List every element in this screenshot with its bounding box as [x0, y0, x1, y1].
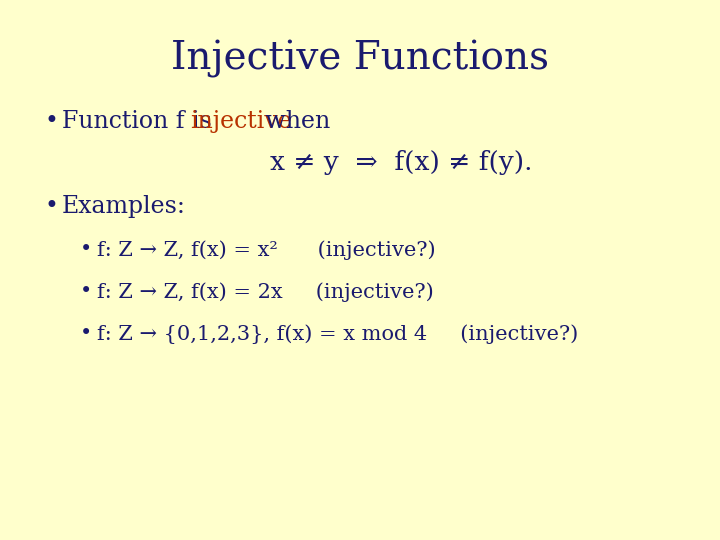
- Text: f: Z → Z, f(x) = 2x     (injective?): f: Z → Z, f(x) = 2x (injective?): [97, 282, 433, 302]
- Text: Function f is: Function f is: [62, 110, 220, 133]
- Text: •: •: [45, 110, 59, 133]
- Text: injective: injective: [190, 110, 292, 133]
- Text: •: •: [80, 282, 92, 301]
- Text: •: •: [80, 240, 92, 259]
- Text: Examples:: Examples:: [62, 195, 186, 218]
- Text: •: •: [80, 324, 92, 343]
- Text: when: when: [258, 110, 330, 133]
- Text: Injective Functions: Injective Functions: [171, 40, 549, 78]
- Text: x ≠ y  ⇒  f(x) ≠ f(y).: x ≠ y ⇒ f(x) ≠ f(y).: [270, 150, 533, 175]
- Text: f: Z → {0,1,2,3}, f(x) = x mod 4     (injective?): f: Z → {0,1,2,3}, f(x) = x mod 4 (inject…: [97, 324, 578, 343]
- Text: •: •: [45, 195, 59, 218]
- Text: f: Z → Z, f(x) = x²      (injective?): f: Z → Z, f(x) = x² (injective?): [97, 240, 436, 260]
